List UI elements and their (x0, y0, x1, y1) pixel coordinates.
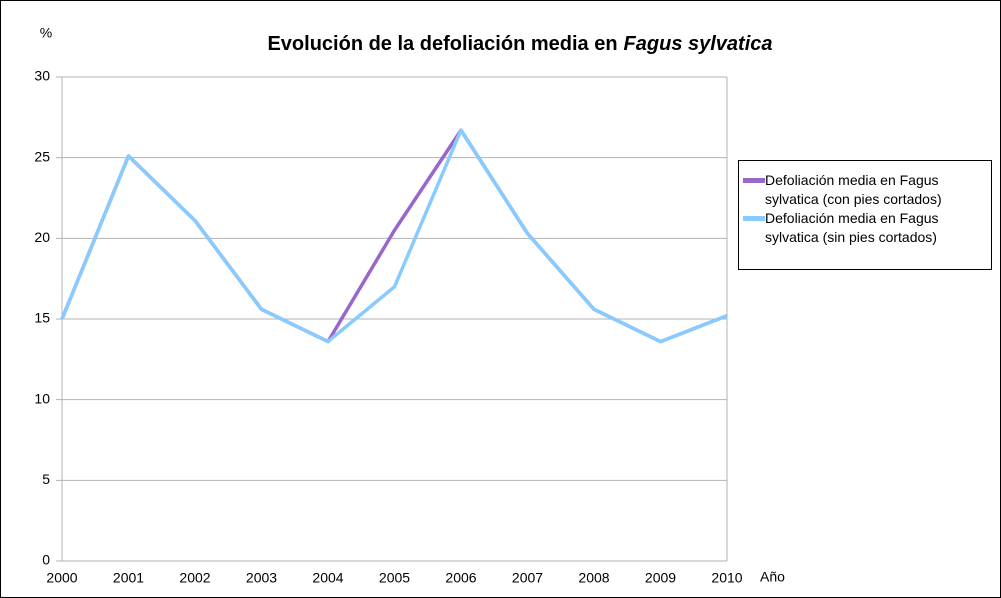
x-tick-label: 2009 (645, 570, 676, 586)
x-tick-label: 2008 (578, 570, 609, 586)
x-tick-label: 2005 (379, 570, 410, 586)
legend-entry: Defoliación media en Fagus sylvatica (si… (743, 209, 987, 247)
title-italic: Fagus sylvatica (624, 33, 773, 55)
chart-title: Evolución de la defoliación media en Fagu… (267, 33, 772, 55)
y-axis-label: % (40, 25, 52, 41)
x-tick-label: 2010 (711, 570, 742, 586)
x-tick-label: 2001 (113, 570, 144, 586)
y-tick-label: 5 (42, 471, 50, 487)
y-tick-label: 30 (34, 68, 50, 84)
y-tick-label: 15 (34, 310, 50, 326)
x-axis-label: Año (760, 569, 785, 585)
series-line (60, 128, 728, 344)
y-tick-label: 0 (42, 552, 50, 568)
x-tick-label: 2007 (512, 570, 543, 586)
legend-label: Defoliación media en Fagus sylvatica (co… (765, 172, 942, 207)
x-tick-label: 2004 (312, 570, 343, 586)
y-tick-label: 10 (34, 390, 50, 406)
y-tick-label: 25 (34, 148, 50, 164)
legend: Defoliación media en Fagus sylvatica (co… (738, 160, 992, 270)
title-part: Evolución de la defoliación media en (267, 33, 617, 55)
legend-swatch (743, 216, 765, 221)
legend-entry: Defoliación media en Fagus sylvatica (co… (743, 171, 987, 209)
y-tick-label: 20 (34, 229, 50, 245)
x-tick-label: 2006 (445, 570, 476, 586)
x-tick-label: 2002 (179, 570, 210, 586)
legend-label: Defoliación media en Fagus sylvatica (si… (765, 210, 939, 245)
x-tick-label: 2003 (246, 570, 277, 586)
x-tick-label: 2000 (46, 570, 77, 586)
legend-swatch (743, 178, 765, 183)
